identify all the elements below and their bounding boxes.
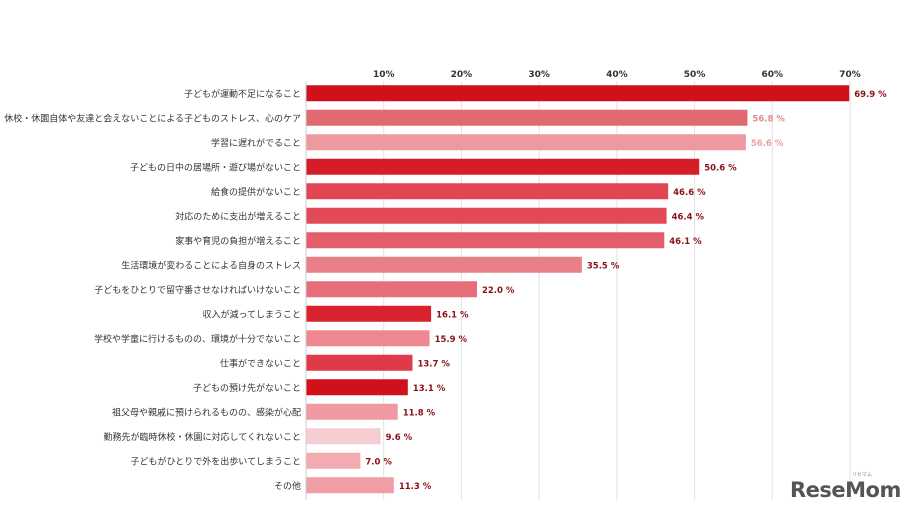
value-label: 56.8 %	[752, 114, 785, 124]
bar	[306, 183, 669, 200]
category-label: 対応のために支出が増えること	[175, 210, 301, 222]
bar	[306, 256, 582, 273]
resemom-logo: ReseMom リセマム	[790, 472, 900, 502]
category-label: その他	[274, 480, 301, 492]
value-label: 13.7 %	[417, 359, 450, 369]
value-label: 46.1 %	[669, 237, 702, 247]
value-label: 7.0 %	[365, 457, 392, 467]
tick-label: 70%	[839, 70, 861, 80]
category-labels: 子どもが運動不足になること休校・休園自体や友達と会えないことによる子どものストレ…	[4, 88, 301, 492]
tick-label: 20%	[451, 70, 473, 80]
category-label: 子どもの預け先がないこと	[193, 382, 301, 394]
value-label: 11.3 %	[399, 482, 432, 492]
bar	[306, 452, 361, 469]
bar	[306, 158, 700, 175]
value-label: 50.6 %	[704, 163, 737, 173]
category-label: 休校・休園自体や友達と会えないことによる子どものストレス、心のケア	[4, 112, 301, 124]
tick-label: 30%	[528, 70, 550, 80]
category-label: 収入が減ってしまうこと	[202, 308, 301, 320]
bar	[306, 305, 432, 322]
tick-label: 50%	[684, 70, 706, 80]
bar	[306, 428, 381, 445]
category-label: 仕事ができないこと	[220, 357, 301, 369]
category-label: 学習に遅れがでること	[211, 137, 301, 149]
bar	[306, 232, 665, 249]
bars	[306, 85, 850, 494]
category-label: 勤務先が臨時休校・休園に対応してくれないこと	[104, 431, 301, 443]
value-labels: 69.9 % 56.8 % 56.6 % 50.6 % 46.6 % 46.4 % 46.1…	[365, 90, 887, 492]
value-label: 69.9 %	[854, 90, 887, 100]
bar	[306, 330, 430, 347]
value-label: 46.4 %	[672, 212, 705, 222]
bar	[306, 281, 477, 298]
x-axis-ticks: 10% 20% 30% 40% 50% 60% 70%	[373, 70, 861, 80]
value-label: 9.6 %	[386, 433, 413, 443]
value-label: 46.6 %	[673, 188, 706, 198]
bar	[306, 207, 667, 224]
category-label: 子どもをひとりで留守番させなければいけないこと	[94, 284, 301, 296]
value-label: 11.8 %	[403, 408, 436, 418]
category-label: 生活環境が変わることによる自身のストレス	[121, 259, 301, 271]
value-label: 35.5 %	[587, 261, 620, 271]
logo-ruby: リセマム	[852, 472, 873, 478]
category-label: 学校や学童に行けるものの、環境が十分でないこと	[94, 333, 301, 345]
value-label: 22.0 %	[482, 286, 515, 296]
value-label: 13.1 %	[413, 384, 446, 394]
category-label: 子どもの日中の居場所・遊び場がないこと	[130, 161, 301, 173]
value-label: 15.9 %	[435, 335, 468, 345]
bar	[306, 109, 748, 126]
bar	[306, 477, 394, 494]
category-label: 家事や育児の負担が増えること	[175, 235, 301, 247]
logo-text: ReseMom	[790, 478, 900, 502]
tick-label: 10%	[373, 70, 395, 80]
bar	[306, 354, 413, 371]
category-label: 給食の提供がないこと	[211, 186, 301, 198]
tick-label: 60%	[762, 70, 784, 80]
bar	[306, 85, 850, 102]
bar	[306, 379, 408, 396]
category-label: 子どもがひとりで外を出歩いてしまうこと	[131, 455, 301, 467]
bar	[306, 403, 398, 420]
category-label: 子どもが運動不足になること	[184, 88, 301, 100]
bar	[306, 134, 746, 151]
category-label: 祖父母や親戚に預けられるものの、感染が心配	[112, 406, 301, 418]
value-label: 16.1 %	[436, 310, 469, 320]
tick-label: 40%	[606, 70, 628, 80]
value-label: 56.6 %	[751, 139, 784, 149]
